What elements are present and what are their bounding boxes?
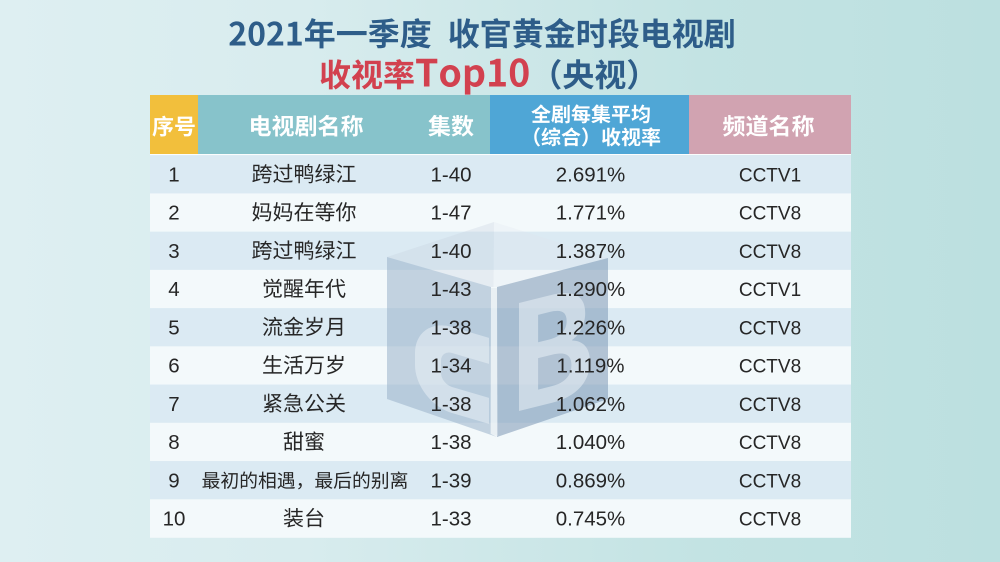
svg-text:1-33: 1-33 [430,508,471,531]
svg-text:9: 9 [168,469,179,492]
svg-text:1-39: 1-39 [430,469,471,492]
svg-text:2: 2 [168,202,179,225]
svg-text:7: 7 [168,393,179,416]
svg-text:1.290%: 1.290% [556,278,626,301]
svg-text:CCTV8: CCTV8 [739,395,801,416]
svg-text:1-40: 1-40 [430,164,471,187]
svg-text:6: 6 [168,355,179,378]
svg-text:1-38: 1-38 [430,431,471,454]
svg-text:CCTV8: CCTV8 [739,357,801,378]
svg-text:8: 8 [168,431,179,454]
svg-text:10: 10 [163,508,186,531]
svg-text:3: 3 [168,240,179,263]
svg-text:1.771%: 1.771% [556,202,626,225]
svg-text:CCTV8: CCTV8 [739,471,801,492]
svg-text:2.691%: 2.691% [556,164,626,187]
svg-text:CCTV1: CCTV1 [739,280,801,301]
svg-text:1-38: 1-38 [430,393,471,416]
svg-text:4: 4 [168,278,179,301]
svg-text:1-47: 1-47 [430,202,471,225]
svg-text:CCTV8: CCTV8 [739,433,801,454]
svg-text:1-40: 1-40 [430,240,471,263]
svg-text:CCTV8: CCTV8 [739,318,801,339]
svg-text:0.745%: 0.745% [556,508,626,531]
svg-text:5: 5 [168,316,179,339]
svg-text:0.869%: 0.869% [556,469,626,492]
svg-text:1.062%: 1.062% [556,393,626,416]
svg-text:1.119%: 1.119% [556,355,624,378]
svg-text:1.040%: 1.040% [556,431,626,454]
svg-text:1.387%: 1.387% [556,240,626,263]
svg-text:1.226%: 1.226% [556,316,626,339]
svg-text:1-38: 1-38 [430,316,471,339]
svg-text:1-34: 1-34 [430,355,471,378]
svg-text:1-43: 1-43 [430,278,471,301]
svg-text:1: 1 [168,164,179,187]
svg-text:CCTV8: CCTV8 [739,242,801,263]
svg-text:CCTV8: CCTV8 [739,510,801,531]
svg-text:CCTV8: CCTV8 [739,204,801,225]
svg-text:CCTV1: CCTV1 [739,166,801,187]
